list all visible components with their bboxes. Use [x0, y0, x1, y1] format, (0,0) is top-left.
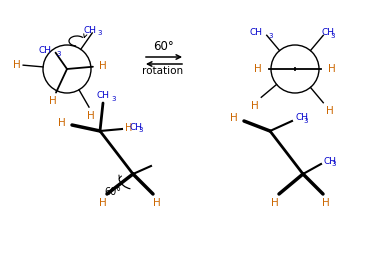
Text: 60°: 60° [153, 41, 173, 54]
Text: rotation: rotation [143, 66, 183, 76]
Text: H: H [326, 106, 333, 116]
Text: CH: CH [39, 46, 52, 55]
Text: CH: CH [249, 28, 262, 37]
Text: H: H [13, 60, 21, 70]
Text: H: H [251, 101, 259, 111]
Text: CH: CH [130, 122, 143, 132]
Text: 3: 3 [98, 30, 102, 36]
Text: 3: 3 [56, 51, 61, 56]
Text: H: H [49, 96, 57, 106]
Text: 3: 3 [330, 33, 334, 38]
Text: H: H [153, 198, 161, 208]
Text: 3: 3 [331, 161, 335, 167]
Text: H: H [99, 61, 106, 71]
Text: CH: CH [322, 28, 335, 37]
Text: 3: 3 [303, 118, 307, 124]
Text: CH: CH [295, 114, 308, 122]
Text: 60°: 60° [105, 187, 122, 197]
Text: H: H [328, 64, 336, 74]
Text: CH: CH [83, 26, 96, 35]
Text: H: H [271, 198, 279, 208]
Text: 3: 3 [111, 96, 116, 102]
Text: H: H [254, 64, 262, 74]
Text: 3: 3 [138, 127, 143, 133]
Text: 3: 3 [268, 33, 273, 38]
Text: H: H [230, 113, 238, 123]
Text: H: H [99, 198, 107, 208]
Text: CH: CH [323, 157, 336, 165]
Text: H: H [87, 111, 95, 121]
Text: H: H [125, 123, 132, 133]
Text: H: H [58, 118, 66, 128]
Text: CH: CH [97, 90, 110, 100]
Text: H: H [322, 198, 330, 208]
